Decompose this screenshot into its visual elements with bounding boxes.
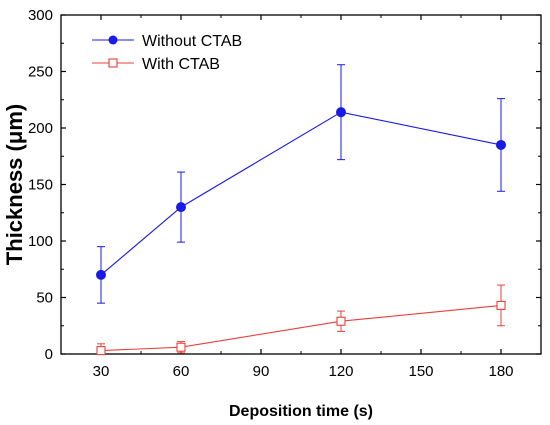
y-tick-label: 200 <box>28 120 53 137</box>
legend-marker <box>108 58 118 68</box>
x-axis-title: Deposition time (s) <box>229 403 373 420</box>
legend: Without CTAB With CTAB <box>92 33 242 73</box>
y-tick-label: 50 <box>36 290 53 307</box>
data-point <box>96 346 106 356</box>
legend-label: With CTAB <box>142 56 220 73</box>
x-tick-label: 120 <box>328 363 353 380</box>
x-tick-label: 90 <box>253 363 270 380</box>
legend-marker <box>108 35 118 45</box>
plot-border <box>60 14 542 355</box>
series-1 <box>96 64 506 304</box>
legend-item: With CTAB <box>92 56 220 73</box>
y-tick-label: 100 <box>28 233 53 250</box>
x-tick-label: 180 <box>488 363 513 380</box>
data-point <box>496 139 506 150</box>
y-tick-label: 250 <box>28 64 53 81</box>
series-layer <box>96 64 506 356</box>
legend-label: Without CTAB <box>142 33 242 50</box>
data-point <box>336 107 346 118</box>
y-tick-label: 0 <box>45 346 53 363</box>
series-line <box>100 304 502 352</box>
data-point <box>176 202 186 213</box>
data-point <box>496 300 506 310</box>
series-line <box>100 111 502 276</box>
data-point <box>176 342 186 352</box>
series-2 <box>96 284 506 356</box>
y-tick-label: 150 <box>28 177 53 194</box>
axis-ticks: 30 60 90 120 150 180 0 50 100 150 200 250 300 <box>28 7 541 380</box>
y-axis-title: Thickness (μm) <box>2 104 27 265</box>
x-tick-label: 30 <box>93 363 110 380</box>
x-tick-label: 150 <box>408 363 433 380</box>
data-point <box>336 316 346 326</box>
x-tick-label: 60 <box>173 363 190 380</box>
plot-frame <box>60 14 542 355</box>
y-tick-label: 300 <box>28 7 53 24</box>
legend-item: Without CTAB <box>92 33 242 50</box>
data-point <box>96 269 106 280</box>
